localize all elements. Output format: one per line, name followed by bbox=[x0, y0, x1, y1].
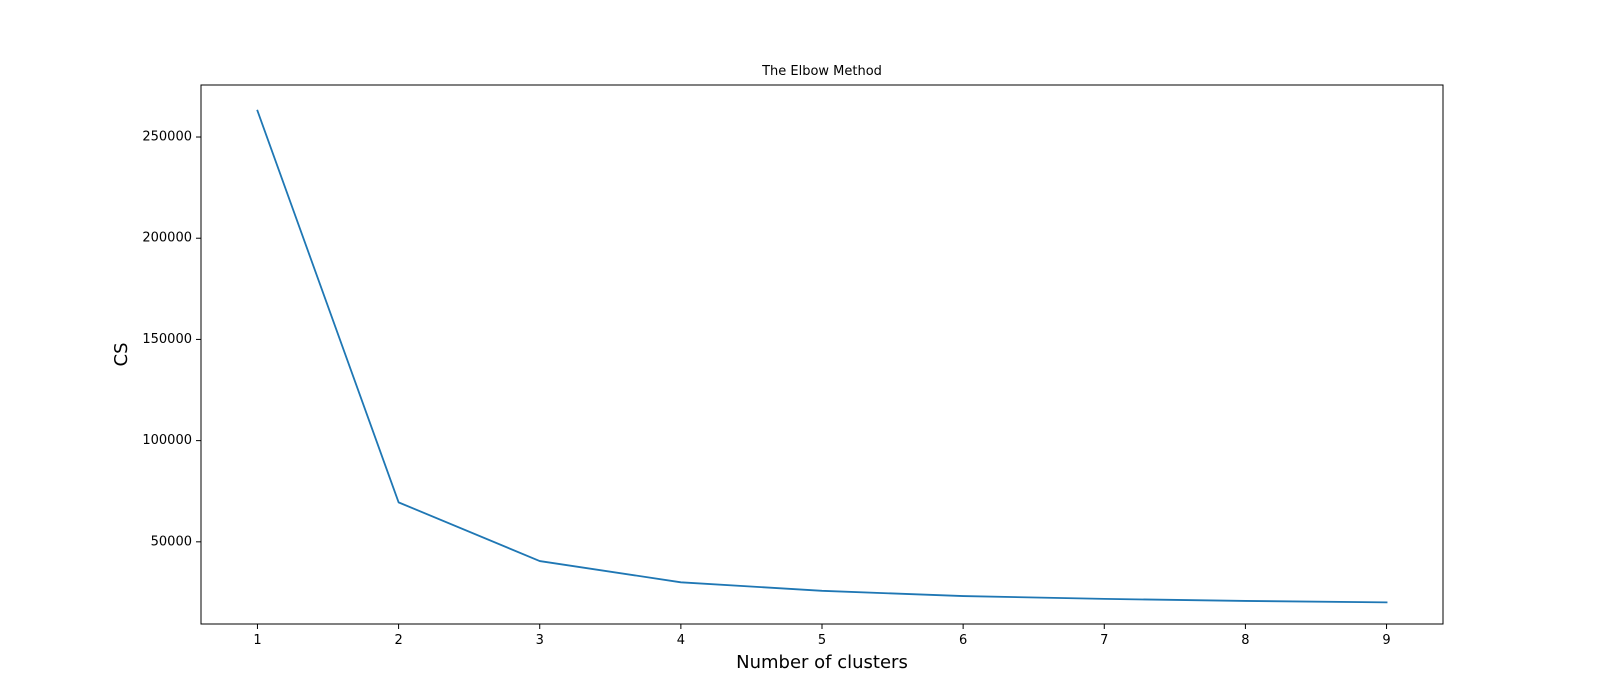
chart-title: The Elbow Method bbox=[761, 64, 882, 79]
x-tick-label: 4 bbox=[677, 633, 685, 648]
x-axis-label: Number of clusters bbox=[736, 652, 908, 673]
x-tick-label: 6 bbox=[959, 633, 967, 648]
x-tick-label: 2 bbox=[394, 633, 402, 648]
x-tick-label: 8 bbox=[1241, 633, 1249, 648]
y-tick-label: 250000 bbox=[142, 130, 192, 145]
y-axis-label: CS bbox=[111, 343, 132, 367]
x-tick-label: 3 bbox=[536, 633, 544, 648]
x-tick-label: 5 bbox=[818, 633, 826, 648]
x-tick-label: 1 bbox=[253, 633, 261, 648]
y-tick-label: 200000 bbox=[142, 231, 192, 246]
series-line-0 bbox=[256, 109, 1388, 604]
plot-frame bbox=[200, 84, 1444, 625]
y-tick-label: 100000 bbox=[142, 433, 192, 448]
x-tick-label: 7 bbox=[1100, 633, 1108, 648]
y-tick-label: 50000 bbox=[151, 534, 192, 549]
y-tick-label: 150000 bbox=[142, 332, 192, 347]
y-axis-ticks: 50000 100000 150000 200000 250000 bbox=[142, 130, 201, 549]
x-axis-ticks: 1 2 3 4 5 6 7 8 9 bbox=[253, 624, 1391, 648]
x-tick-label: 9 bbox=[1382, 633, 1390, 648]
series-layer bbox=[256, 109, 1388, 604]
